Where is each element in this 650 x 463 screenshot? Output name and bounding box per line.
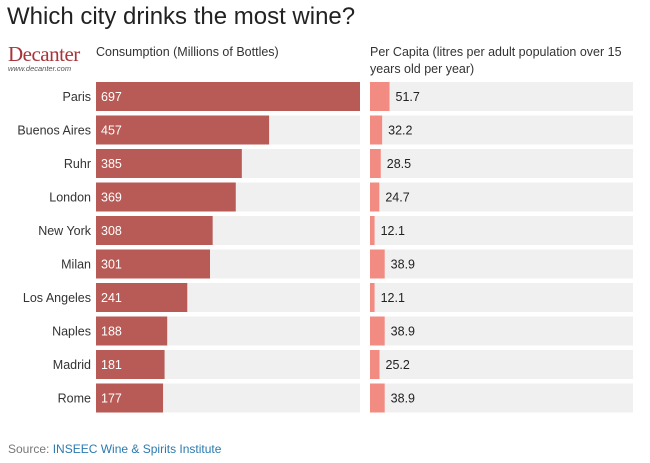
category-label: Madrid [53,358,91,372]
category-label: Ruhr [64,157,91,171]
consumption-value-label: 177 [101,392,122,406]
consumption-bar [96,115,270,145]
consumption-value-label: 457 [101,124,122,138]
consumption-value-label: 241 [101,291,122,305]
per-capita-track [370,182,633,212]
consumption-value-label: 181 [101,358,122,372]
category-label: Rome [58,392,91,406]
consumption-value-label: 385 [101,157,122,171]
consumption-bar [96,149,242,178]
per-capita-track [370,149,633,178]
source-note: Source: INSEEC Wine & Spirits Institute [8,442,221,456]
per-capita-bar [370,149,381,178]
per-capita-value-label: 38.9 [391,325,415,339]
consumption-value-label: 188 [101,325,122,339]
category-label: Los Angeles [23,291,91,305]
source-label: Source: [8,442,50,456]
per-capita-value-label: 38.9 [391,258,415,272]
consumption-heading: Consumption (Millions of Bottles) [96,45,279,59]
category-label: Buenos Aires [17,124,91,138]
per-capita-heading: Per Capita (litres per adult population … [370,45,622,76]
category-label: Paris [63,90,91,104]
consumption-value-label: 697 [101,90,122,104]
logo-brand: Decanter [8,42,80,66]
per-capita-bar [370,383,385,413]
category-label: London [49,191,91,205]
per-capita-value-label: 51.7 [396,90,420,104]
consumption-value-label: 301 [101,258,122,272]
category-label: Naples [52,325,91,339]
consumption-bar [96,350,165,379]
per-capita-bar [370,82,390,111]
per-capita-bar [370,283,375,312]
consumption-value-label: 308 [101,224,122,238]
category-label: Milan [61,258,91,272]
per-capita-value-label: 28.5 [387,157,411,171]
decanter-logo: Decanter www.decanter.com [8,42,80,74]
consumption-bar [96,383,164,413]
per-capita-bar [370,115,383,145]
per-capita-bar [370,350,380,379]
consumption-bar [96,182,236,212]
per-capita-value-label: 32.2 [388,124,412,138]
consumption-bar [96,316,168,346]
chart-title: Which city drinks the most wine? [7,3,356,30]
per-capita-bar [370,249,385,279]
per-capita-track [370,249,633,279]
per-capita-value-label: 12.1 [381,291,405,305]
per-capita-value-label: 25.2 [386,358,410,372]
consumption-bar [96,216,213,245]
consumption-value-label: 369 [101,191,122,205]
per-capita-bar [370,216,375,245]
per-capita-track [370,216,633,245]
per-capita-value-label: 12.1 [381,224,405,238]
category-label: New York [38,224,92,238]
per-capita-bar [370,182,380,212]
per-capita-track [370,350,633,379]
consumption-bar [96,82,360,111]
per-capita-track [370,316,633,346]
per-capita-bar [370,316,385,346]
source-link[interactable]: INSEEC Wine & Spirits Institute [52,442,222,456]
per-capita-value-label: 24.7 [385,191,409,205]
per-capita-track [370,82,633,111]
consumption-bar [96,249,211,279]
consumption-bar [96,283,188,312]
per-capita-value-label: 38.9 [391,392,415,406]
logo-url: www.decanter.com [8,64,72,73]
per-capita-track [370,383,633,413]
per-capita-track [370,115,633,145]
per-capita-track [370,283,633,312]
